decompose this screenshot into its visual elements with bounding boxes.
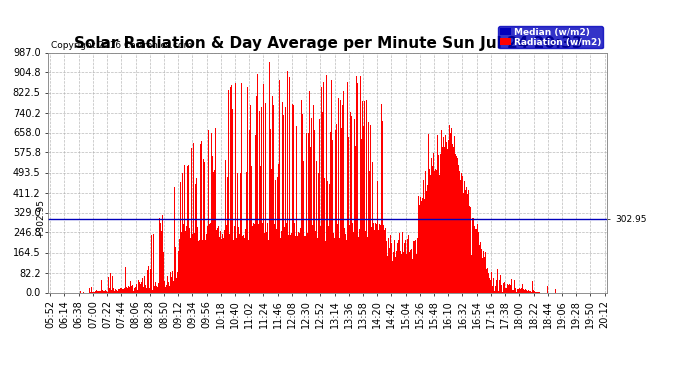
- Title: Solar Radiation & Day Average per Minute Sun Jul 24 20:33: Solar Radiation & Day Average per Minute…: [74, 36, 582, 51]
- Text: Copyright 2016 Cartronics.com: Copyright 2016 Cartronics.com: [51, 41, 193, 50]
- Text: +302.95: +302.95: [37, 200, 46, 238]
- Legend: Median (w/m2), Radiation (w/m2): Median (w/m2), Radiation (w/m2): [498, 26, 602, 48]
